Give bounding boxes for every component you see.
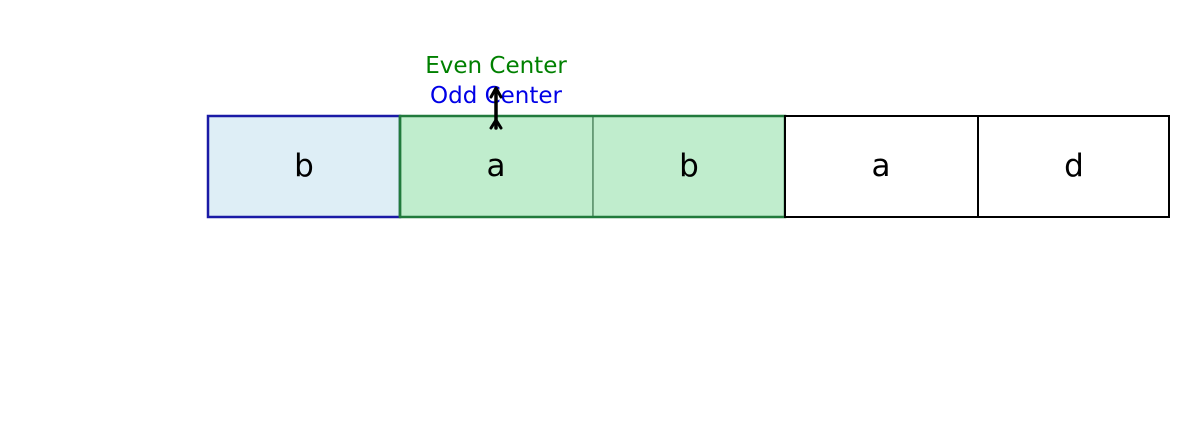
center-arrow-icon [489, 86, 503, 130]
cell-box-plain [977, 115, 1170, 218]
cell-char: d [1064, 148, 1084, 184]
cell-char: b [294, 148, 314, 184]
cell-char: a [872, 148, 891, 184]
cell-char: b [679, 148, 699, 184]
cell-row: b a b a d [206, 114, 1170, 219]
cell-box-odd [206, 114, 402, 219]
cell-box-even [592, 115, 786, 218]
cell-char: a [487, 148, 506, 184]
even-center-label: Even Center [425, 53, 567, 79]
